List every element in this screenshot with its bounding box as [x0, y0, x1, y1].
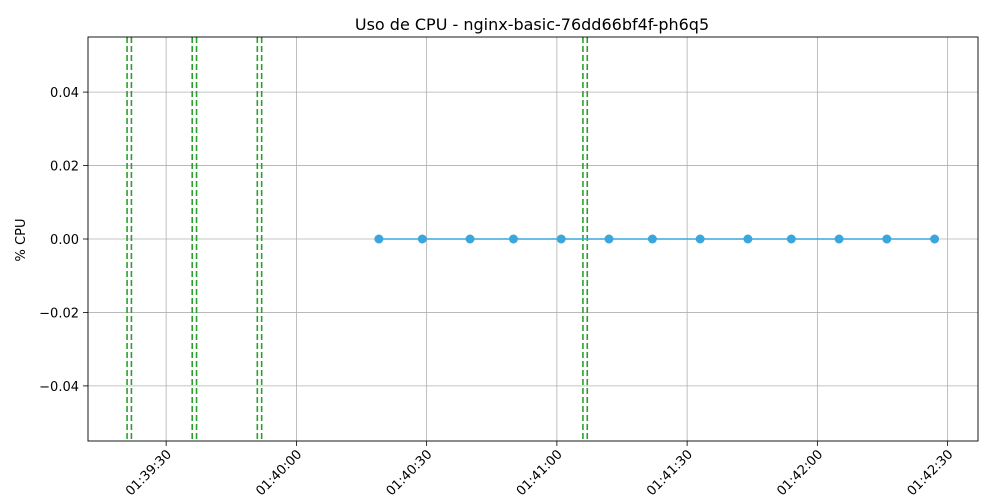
x-tick-label: 01:40:30 [384, 447, 436, 499]
y-tick-label: 0.00 [50, 233, 79, 248]
plot-frame [87, 36, 979, 442]
data-point [465, 234, 475, 244]
x-tick-label: 01:39:30 [123, 447, 175, 499]
x-tick-label: 01:42:00 [774, 447, 826, 499]
data-point [930, 234, 940, 244]
x-tick-label: 01:42:30 [905, 447, 957, 499]
data-point [417, 234, 427, 244]
data-point [508, 234, 518, 244]
y-tick-label: 0.02 [50, 160, 79, 175]
data-point [556, 234, 566, 244]
data-point [374, 234, 384, 244]
y-tick-label: −0.02 [39, 306, 79, 321]
chart-title: Uso de CPU - nginx-basic-76dd66bf4f-ph6q… [355, 15, 709, 34]
x-tick-label: 01:41:00 [514, 447, 566, 499]
data-point [786, 234, 796, 244]
x-tick-label: 01:40:00 [253, 447, 305, 499]
data-point [695, 234, 705, 244]
y-tick-label: 0.04 [50, 86, 79, 101]
data-point [834, 234, 844, 244]
x-tick-label: 01:41:30 [644, 447, 696, 499]
y-tick-label: −0.04 [39, 380, 79, 395]
data-point [647, 234, 657, 244]
data-point [604, 234, 614, 244]
data-point [882, 234, 892, 244]
y-axis-label: % CPU [14, 219, 29, 262]
data-point [743, 234, 753, 244]
